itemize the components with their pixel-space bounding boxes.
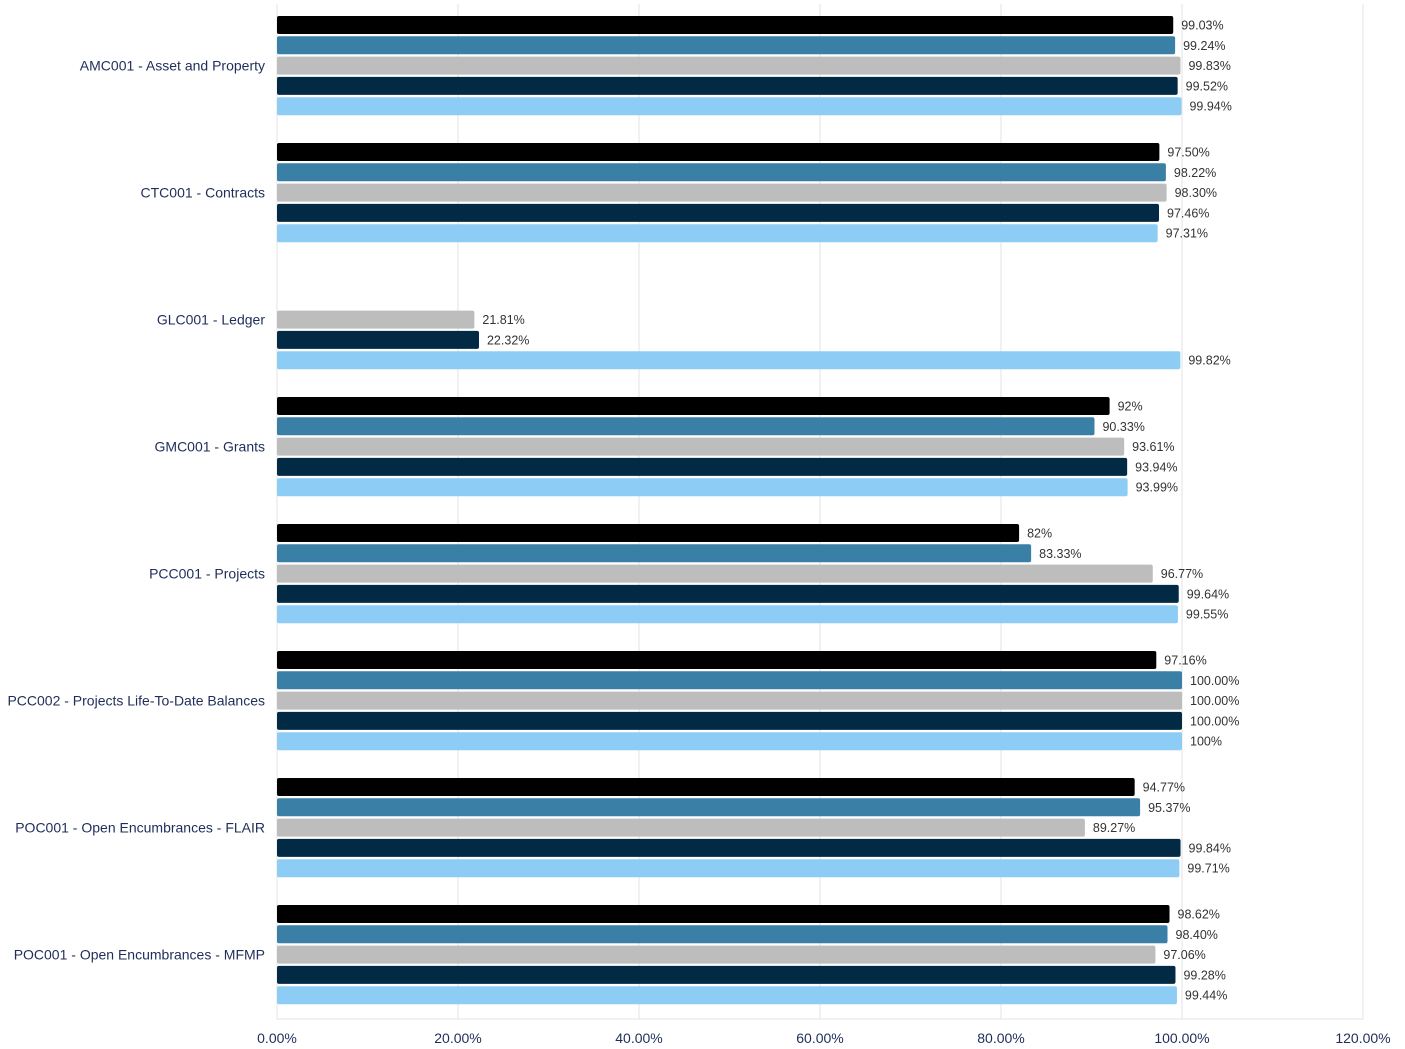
bar xyxy=(277,778,1135,796)
x-tick-label: 20.00% xyxy=(434,1030,481,1046)
bar-value-label: 99.24% xyxy=(1183,39,1225,53)
bar xyxy=(277,818,1085,837)
bar-value-label: 99.03% xyxy=(1181,19,1223,33)
category-label: CTC001 - Contracts xyxy=(141,185,265,201)
bar xyxy=(277,437,1125,456)
bar xyxy=(277,143,1160,161)
bar-value-label: 98.62% xyxy=(1178,908,1220,922)
x-tick-label: 60.00% xyxy=(796,1030,843,1046)
bar-value-label: 97.16% xyxy=(1164,654,1206,668)
bars xyxy=(277,16,1182,1005)
bar-value-label: 96.77% xyxy=(1161,567,1203,581)
bar-value-label: 83.33% xyxy=(1039,547,1081,561)
bar-value-label: 99.83% xyxy=(1188,59,1230,73)
category-label: PCC001 - Projects xyxy=(149,566,265,582)
bar-value-label: 99.44% xyxy=(1185,989,1227,1003)
bar xyxy=(277,56,1181,75)
bar xyxy=(277,76,1178,95)
bar xyxy=(277,859,1180,878)
bar-value-label: 97.50% xyxy=(1167,146,1209,160)
bar-value-label: 89.27% xyxy=(1093,821,1135,835)
bar-value-label: 100% xyxy=(1190,735,1222,749)
bar xyxy=(277,671,1182,690)
bar xyxy=(277,564,1153,583)
bar-value-label: 90.33% xyxy=(1102,420,1144,434)
bar xyxy=(277,478,1128,497)
category-label: PCC002 - Projects Life-To-Date Balances xyxy=(7,693,265,709)
bar xyxy=(277,905,1170,923)
bar-value-label: 99.64% xyxy=(1187,587,1229,601)
bar xyxy=(277,36,1176,55)
bar xyxy=(277,544,1032,563)
bar-value-label: 22.32% xyxy=(487,333,529,347)
bar xyxy=(277,417,1095,436)
bar-value-label: 99.82% xyxy=(1188,354,1230,368)
bar xyxy=(277,945,1156,964)
bar-value-label: 98.22% xyxy=(1174,166,1216,180)
x-tick-label: 80.00% xyxy=(977,1030,1024,1046)
category-label: AMC001 - Asset and Property xyxy=(80,58,265,74)
bar-value-label: 97.06% xyxy=(1163,948,1205,962)
bar-value-label: 93.94% xyxy=(1135,460,1177,474)
bar xyxy=(277,925,1168,944)
bar-value-label: 100.00% xyxy=(1190,714,1239,728)
bar xyxy=(277,397,1110,415)
bar-value-label: 97.46% xyxy=(1167,206,1209,220)
bar xyxy=(277,605,1178,624)
bar-value-label: 99.28% xyxy=(1183,968,1225,982)
bar-value-label: 99.52% xyxy=(1186,79,1228,93)
x-tick-label: 120.00% xyxy=(1335,1030,1390,1046)
bar xyxy=(277,711,1182,730)
category-label: GLC001 - Ledger xyxy=(157,312,266,328)
bar-value-label: 95.37% xyxy=(1148,801,1190,815)
bar xyxy=(277,203,1160,222)
bar xyxy=(277,351,1181,370)
x-tick-label: 40.00% xyxy=(615,1030,662,1046)
bar-value-label: 98.30% xyxy=(1175,186,1217,200)
bar-value-label: 100.00% xyxy=(1190,694,1239,708)
category-label: POC001 - Open Encumbrances - FLAIR xyxy=(15,820,265,836)
bar-value-label: 21.81% xyxy=(482,313,524,327)
bar-value-label: 82% xyxy=(1027,527,1052,541)
x-tick-label: 100.00% xyxy=(1154,1030,1209,1046)
bar-value-label: 99.55% xyxy=(1186,608,1228,622)
bar-value-label: 99.94% xyxy=(1189,100,1231,114)
category-label: POC001 - Open Encumbrances - MFMP xyxy=(14,947,265,963)
bar xyxy=(277,524,1020,542)
category-labels: AMC001 - Asset and Property CTC001 - Cont… xyxy=(7,58,265,963)
bar-value-label: 94.77% xyxy=(1143,781,1185,795)
category-label: GMC001 - Grants xyxy=(155,439,265,455)
x-tick-label: 0.00% xyxy=(257,1030,297,1046)
bar xyxy=(277,16,1174,34)
bar-value-label: 100.00% xyxy=(1190,674,1239,688)
bar xyxy=(277,310,475,329)
bar xyxy=(277,457,1128,476)
bar xyxy=(277,97,1182,116)
bar xyxy=(277,183,1167,202)
bar xyxy=(277,798,1141,817)
bar xyxy=(277,224,1158,243)
bar-value-label: 99.84% xyxy=(1189,841,1231,855)
bar-value-label: 97.31% xyxy=(1166,227,1208,241)
bar-value-label: 98.40% xyxy=(1176,928,1218,942)
bar xyxy=(277,732,1182,751)
bar-value-label: 92% xyxy=(1118,400,1143,414)
bar-value-label: 99.71% xyxy=(1187,862,1229,876)
bar xyxy=(277,330,479,349)
data-labels: 99.03% 99.24% 99.83% 99.52% 99.94% 97.50% 98.2… xyxy=(482,19,1239,1003)
x-axis-tick-labels: 0.00% 20.00% 40.00% 60.00% 80.00% 100.00% 120.… xyxy=(257,1030,1390,1046)
bar xyxy=(277,163,1166,182)
bar xyxy=(277,986,1177,1005)
bar-value-label: 93.99% xyxy=(1136,481,1178,495)
bar xyxy=(277,691,1182,710)
bar xyxy=(277,965,1176,984)
bar xyxy=(277,584,1179,603)
bar-value-label: 93.61% xyxy=(1132,440,1174,454)
bar xyxy=(277,651,1157,669)
bar xyxy=(277,838,1181,857)
